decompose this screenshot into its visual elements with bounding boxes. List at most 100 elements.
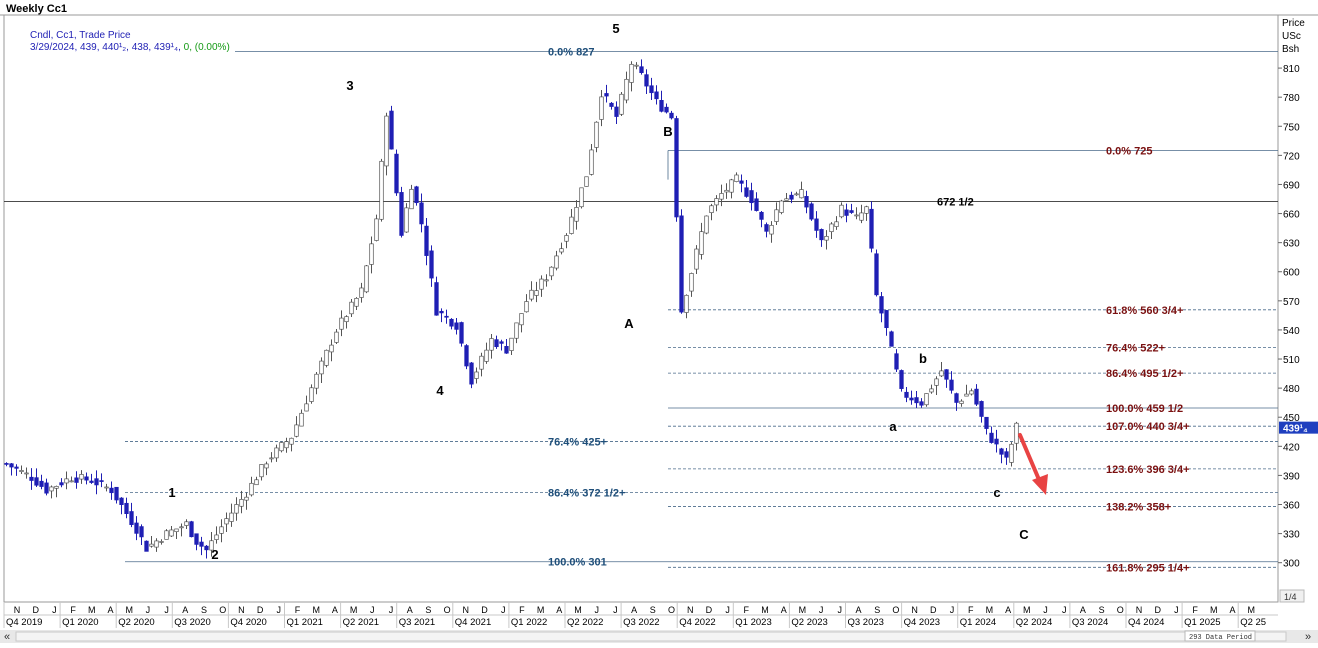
candle-body <box>139 526 144 538</box>
candle-body <box>409 188 414 210</box>
candle-body <box>254 479 259 486</box>
month-tick-label: J <box>725 605 730 615</box>
nav-left-button[interactable]: « <box>4 631 10 643</box>
month-tick-label: N <box>911 605 918 615</box>
candle-body <box>494 339 499 348</box>
candle-body <box>74 477 79 483</box>
candle-body <box>869 208 874 249</box>
quarter-label: Q2 2023 <box>791 617 827 628</box>
quarter-label: Q4 2020 <box>230 617 266 628</box>
quarter-label: Q3 2022 <box>623 617 659 628</box>
quarter-label: Q3 2021 <box>399 617 435 628</box>
month-tick-label: O <box>892 605 899 615</box>
fib-label: 123.6% 396 3/4+ <box>1106 464 1190 476</box>
fib-label: 76.4% 522+ <box>1106 342 1165 354</box>
candle-body <box>989 432 994 443</box>
candle-body <box>639 66 644 74</box>
month-tick-label: A <box>1080 605 1086 615</box>
quarter-label: Q1 2023 <box>735 617 771 628</box>
candle-body <box>959 400 964 404</box>
candle-body <box>889 331 894 347</box>
candle-body <box>979 401 984 417</box>
candle-body <box>209 540 214 551</box>
candle-body <box>299 412 304 427</box>
fib-label: 100.0% 459 1/2 <box>1106 403 1183 415</box>
candle-body <box>769 224 774 235</box>
candle-body <box>934 378 939 386</box>
month-tick-label: N <box>463 605 470 615</box>
month-tick-label: J <box>277 605 282 615</box>
candle-body <box>159 541 164 543</box>
candle-body <box>759 211 764 220</box>
candle-body <box>569 216 574 234</box>
candle-body <box>504 346 509 354</box>
candle-body <box>549 266 554 277</box>
candle-body <box>319 360 324 375</box>
quarter-label: Q4 2022 <box>679 617 715 628</box>
y-tick-label: 810 <box>1283 64 1300 75</box>
y-tick-label: 480 <box>1283 384 1300 395</box>
month-tick-label: J <box>370 605 375 615</box>
candle-body <box>584 176 589 187</box>
candle-body <box>674 118 679 218</box>
candle-body <box>424 225 429 256</box>
quarter-label: Q3 2024 <box>1072 617 1108 628</box>
month-tick-label: F <box>295 605 301 615</box>
nav-right-button[interactable]: » <box>1305 631 1311 643</box>
candle-body <box>189 521 194 538</box>
candle-body <box>729 179 734 193</box>
candle-body <box>649 85 654 94</box>
candle-body <box>104 486 109 489</box>
candle-body <box>364 265 369 293</box>
candle-body <box>39 480 44 487</box>
candle-body <box>744 187 749 197</box>
candle-body <box>394 153 399 194</box>
candle-body <box>534 290 539 296</box>
candle-body <box>484 349 489 362</box>
month-tick-label: A <box>556 605 562 615</box>
candle-body <box>284 441 289 449</box>
wave-label: 5 <box>612 21 619 36</box>
page-indicator[interactable]: 1/4 <box>1284 592 1297 602</box>
candle-body <box>849 210 854 213</box>
candle-body <box>944 369 949 380</box>
month-tick-label: A <box>781 605 787 615</box>
candle-body <box>684 294 689 313</box>
month-tick-label: F <box>70 605 76 615</box>
candle-body <box>54 485 59 489</box>
candle-body <box>244 496 249 501</box>
candle-body <box>899 370 904 389</box>
candle-body <box>929 388 934 393</box>
candle-body <box>719 193 724 200</box>
month-tick-label: J <box>501 605 506 615</box>
candle-body <box>689 273 694 292</box>
candle-body <box>309 387 314 402</box>
y-tick-label: 720 <box>1283 151 1300 162</box>
candle-body <box>109 487 114 494</box>
fib-label: 86.4% 495 1/2+ <box>1106 368 1183 380</box>
scrollbar-track[interactable] <box>15 631 1287 642</box>
quarter-label: Q1 2022 <box>511 617 547 628</box>
candle-body <box>344 316 349 323</box>
y-tick-label: 690 <box>1283 180 1300 191</box>
wave-label: 4 <box>436 383 444 398</box>
candle-body <box>904 391 909 398</box>
candle-body <box>469 362 474 385</box>
candle-body <box>274 447 279 459</box>
fib-label: 76.4% 425+ <box>548 436 607 448</box>
fib-label: 107.0% 440 3/4+ <box>1106 421 1190 433</box>
quarter-label: Q1 2025 <box>1184 617 1220 628</box>
candle-body <box>554 255 559 269</box>
candle-body <box>739 180 744 184</box>
candle-body <box>414 186 419 204</box>
candle-body <box>134 522 139 534</box>
candle-body <box>854 214 859 217</box>
candle-body <box>384 115 389 167</box>
page-indicator-box <box>1279 589 1305 603</box>
candle-body <box>324 349 329 366</box>
candle-body <box>199 541 204 547</box>
fib-label: 86.4% 372 1/2+ <box>548 487 625 499</box>
candle-body <box>819 229 824 241</box>
candle-body <box>714 198 719 206</box>
